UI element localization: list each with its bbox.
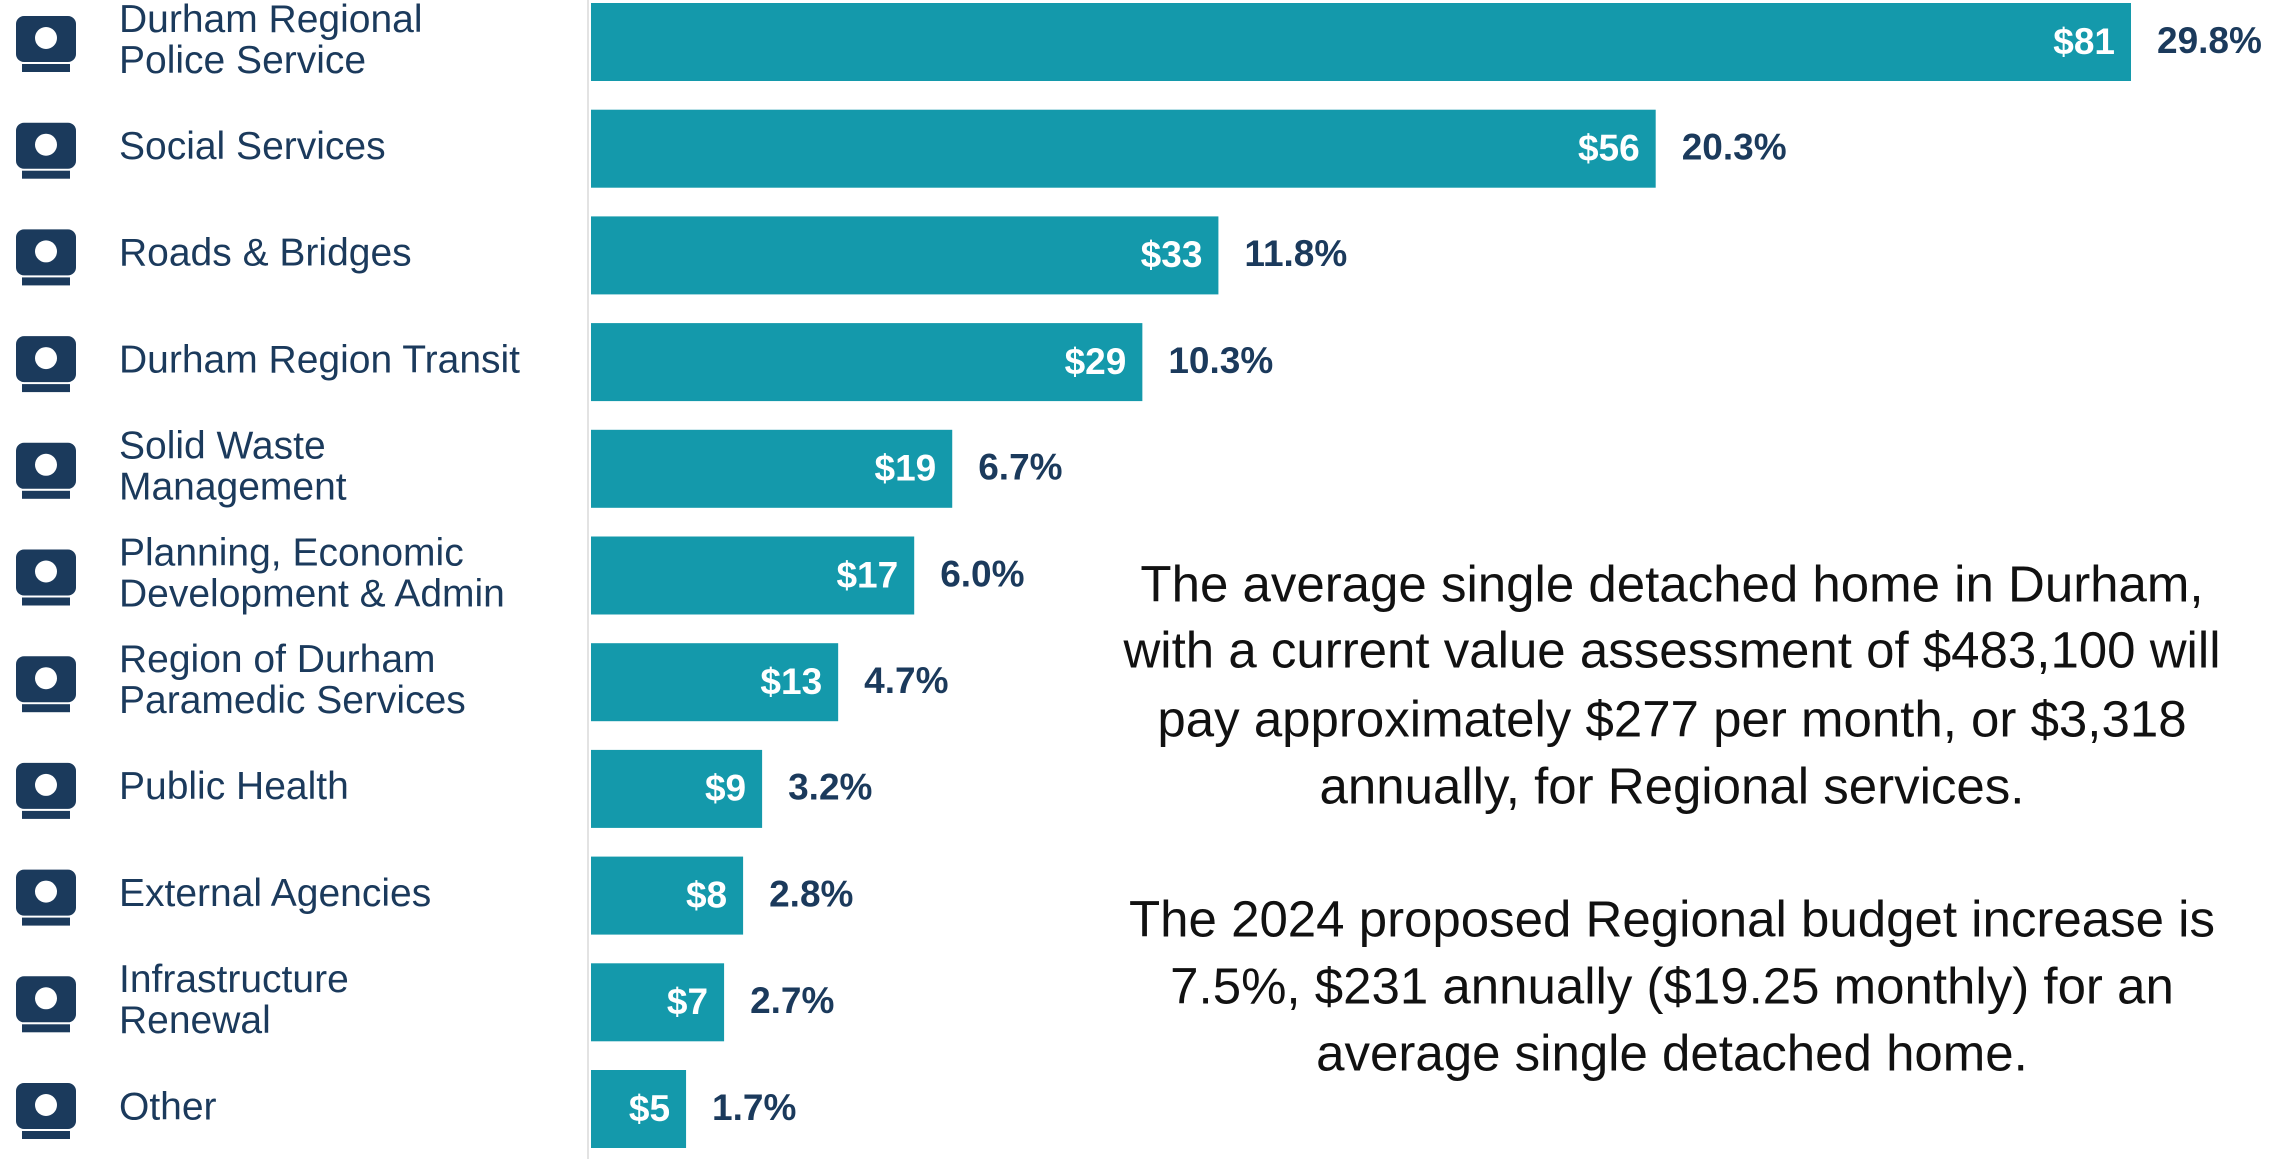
icon-detail [35,453,57,476]
annotation: 7.5%, $231 annually ($19.25 monthly) for… [1170,957,2174,1014]
bar [591,109,1656,188]
bar [591,429,953,508]
annotation: The average single detached home in Durh… [1140,555,2203,612]
share-label: 20.3% [1682,126,1787,167]
category-label: Management [119,466,347,509]
value-label: $56 [1578,127,1640,168]
annotation: pay approximately $277 per month, or $3,… [1157,690,2186,747]
bar [591,1070,687,1148]
category-icon [16,549,76,606]
bar [591,3,2131,81]
bar [591,749,763,828]
bar [591,536,915,615]
share-label: 1.7% [712,1087,796,1128]
value-label: $33 [1141,234,1203,275]
category-icon [16,1083,76,1139]
share-label: 6.7% [978,447,1062,488]
category-label: Durham Regional [119,0,423,41]
share-label: 3.2% [788,767,872,808]
category-label: Planning, Economic [119,531,464,574]
icon-base [22,277,70,286]
category-label: Social Services [119,125,386,168]
category-icon [16,122,76,179]
value-label: $13 [760,661,822,702]
value-label: $17 [836,554,898,595]
icon-detail [35,133,57,156]
category-icon [16,16,76,72]
category-label: Infrastructure [119,958,349,1001]
icon-base [22,490,70,499]
icon-detail [35,880,57,903]
icon-base [22,64,70,72]
share-label: 10.3% [1168,340,1273,381]
share-label: 4.7% [864,660,948,701]
bar [591,216,1219,295]
category-label: Region of Durham [119,638,436,681]
category-icon [16,656,76,713]
category-icon [16,442,76,499]
bar [591,643,839,722]
share-label: 2.7% [750,980,834,1021]
icon-base [22,810,70,819]
annotation: The 2024 proposed Regional budget increa… [1129,890,2215,947]
category-icon [16,229,76,286]
icon-detail [35,1094,57,1116]
value-label: $9 [705,768,746,809]
icon-detail [35,773,57,796]
category-label: Durham Region Transit [119,338,520,381]
bar [591,963,725,1042]
category-icon [16,976,76,1033]
annotation: average single detached home. [1316,1024,2028,1081]
value-label: $8 [686,874,727,915]
share-label: 6.0% [940,553,1024,594]
annotation: annually, for Regional services. [1320,757,2025,814]
category-label: Renewal [119,999,271,1042]
category-label: Solid Waste [119,425,326,468]
category-label: Roads & Bridges [119,232,412,275]
icon-detail [35,560,57,583]
icon-detail [35,987,57,1010]
share-label: 11.8% [1244,233,1347,274]
category-icon [16,336,76,393]
icon-base [22,170,70,179]
bar [591,856,744,935]
category-icon [16,762,76,819]
value-label: $29 [1065,341,1127,382]
category-label: Development & Admin [119,572,505,615]
value-label: $5 [629,1088,670,1129]
bar [591,323,1143,402]
category-label: External Agencies [119,872,431,915]
icon-base [22,1024,70,1033]
share-label: 29.8% [2157,20,2262,61]
icon-base [22,384,70,393]
category-icon [16,869,76,926]
value-label: $19 [875,448,937,489]
annotation: with a current value assessment of $483,… [1122,621,2220,678]
value-label: $7 [667,981,708,1022]
category-label: Paramedic Services [119,679,466,722]
icon-detail [35,27,57,49]
category-label: Public Health [119,765,349,808]
share-label: 2.8% [769,873,853,914]
icon-base [22,1131,70,1139]
icon-detail [35,667,57,690]
icon-base [22,704,70,713]
icon-detail [35,240,57,263]
icon-detail [35,347,57,370]
category-label: Police Service [119,39,366,82]
value-label: $81 [2053,21,2115,62]
category-label: Other [119,1085,217,1128]
icon-base [22,917,70,926]
icon-base [22,597,70,606]
